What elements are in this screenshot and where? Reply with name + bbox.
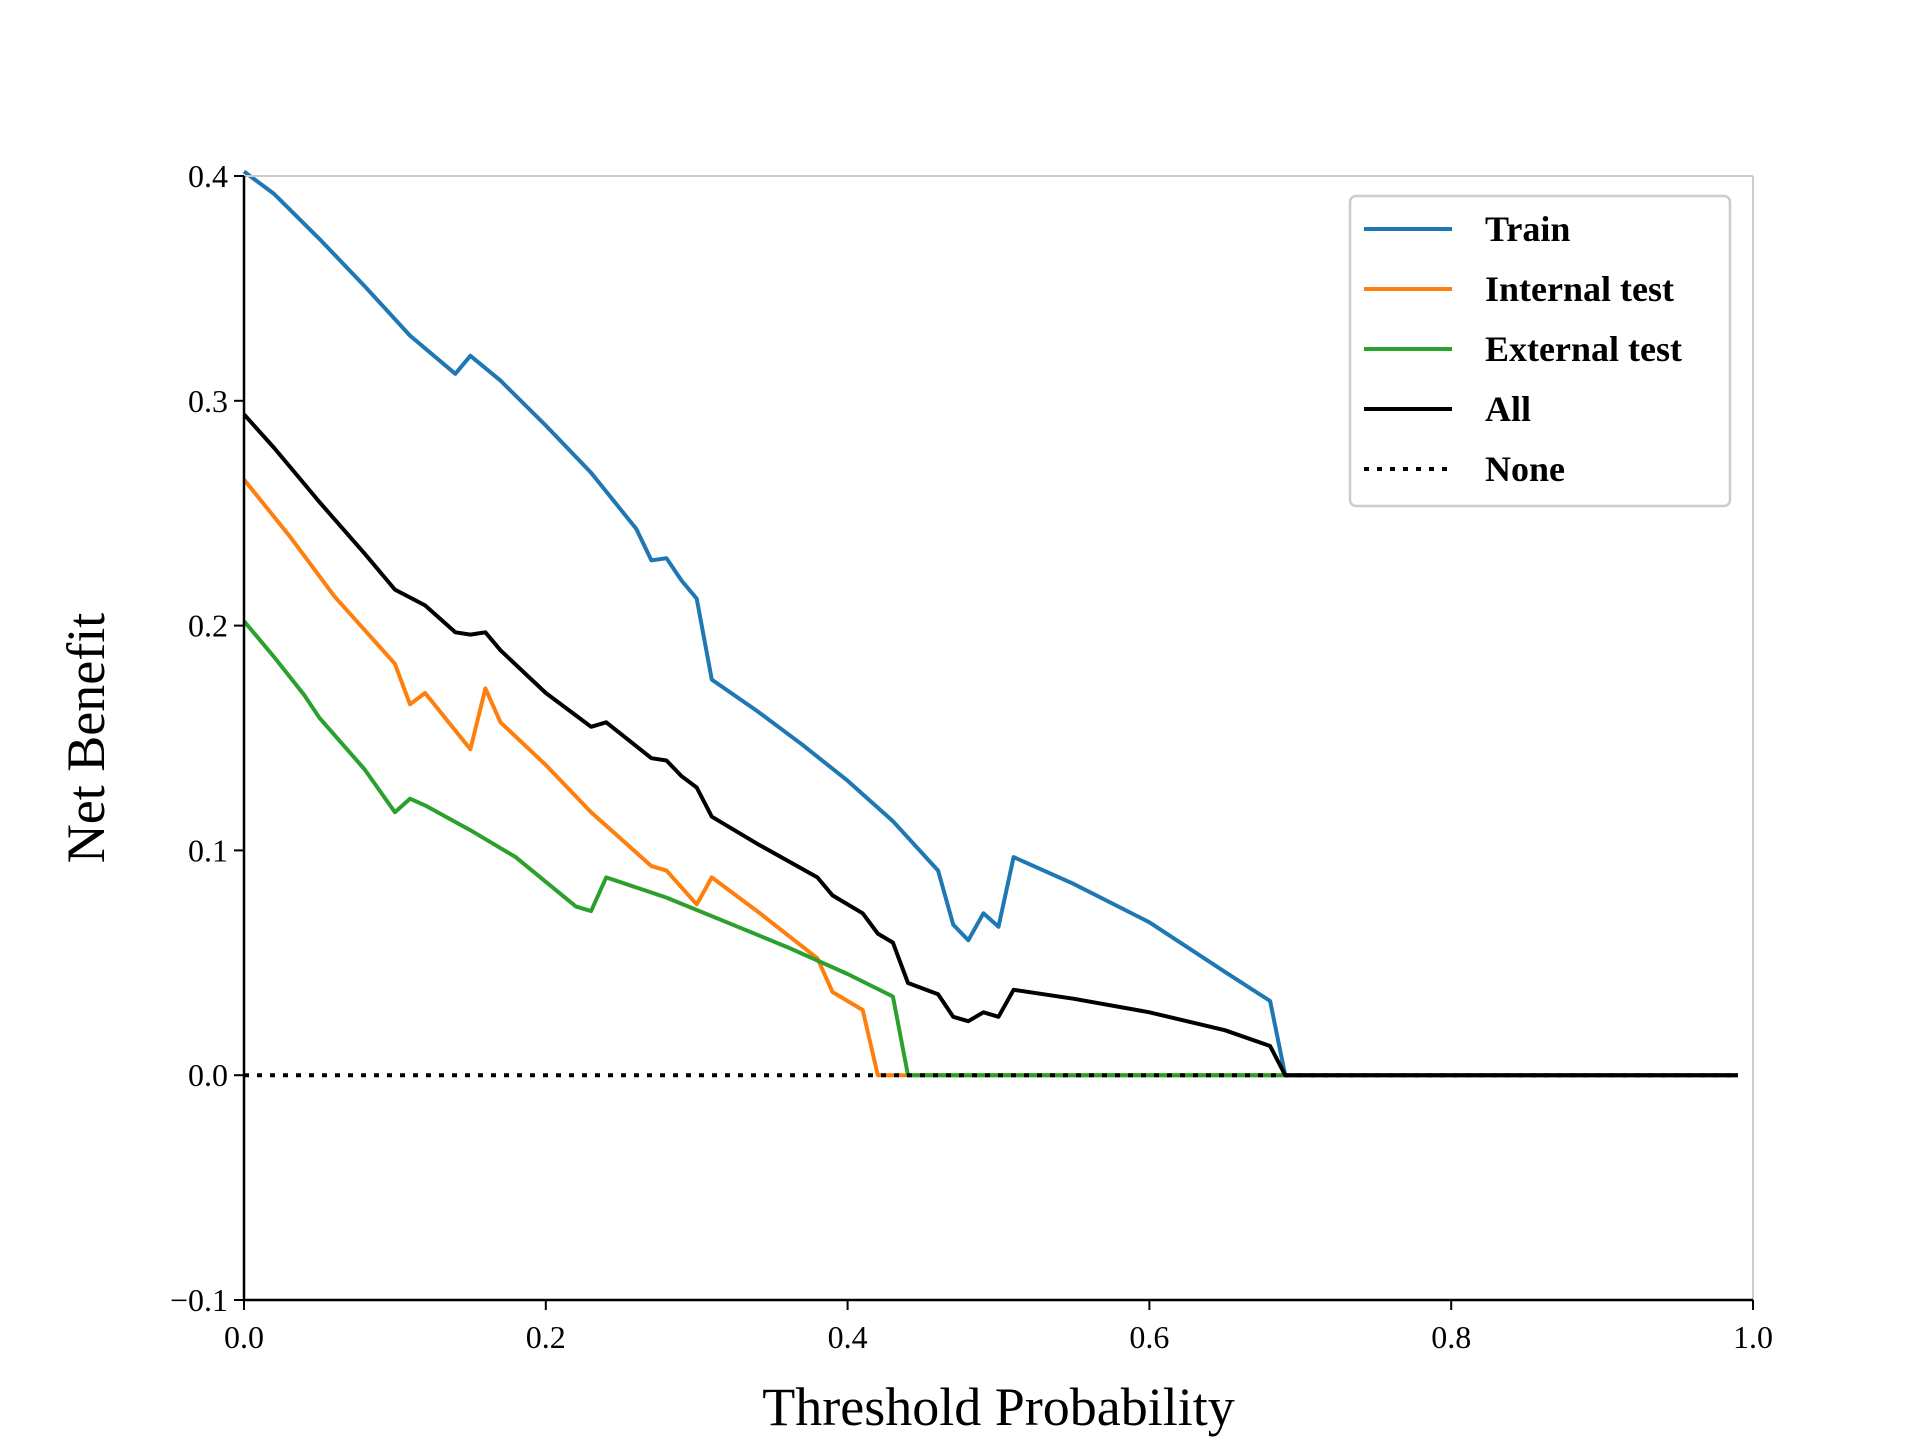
x-tick-label: 0.4	[828, 1319, 868, 1355]
x-tick-label: 0.8	[1431, 1319, 1471, 1355]
series-line-train	[242, 169, 1738, 1078]
y-axis-title: Net Benefit	[56, 613, 116, 863]
series-line-internal-test	[242, 478, 1738, 1078]
y-tick-label: 0.4	[188, 158, 228, 194]
legend: Train Internal test External test All None	[1348, 194, 1732, 508]
series-line-external-test	[242, 619, 1738, 1078]
y-tick-label: 0.0	[188, 1057, 228, 1093]
x-tick-label: 0.6	[1129, 1319, 1169, 1355]
x-axis-title: Threshold Probability	[762, 1377, 1234, 1437]
y-tick-label: −0.1	[170, 1282, 228, 1318]
ticks-layer: 0.0 0.2 0.4 0.6 0.8 1.0−0.10.00.10.20.30.4	[170, 158, 1773, 1355]
series-line-all	[242, 412, 1738, 1078]
legend-label: Train	[1485, 209, 1570, 249]
legend-label: External test	[1485, 329, 1682, 369]
x-tick-label: 0.0	[224, 1319, 264, 1355]
legend-label: Internal test	[1485, 269, 1674, 309]
y-tick-label: 0.1	[188, 832, 228, 868]
y-tick-label: 0.2	[188, 608, 228, 644]
y-tick-label: 0.3	[188, 383, 228, 419]
legend-label: All	[1485, 389, 1531, 429]
series-layer	[242, 169, 1738, 1078]
legend-label: None	[1485, 449, 1565, 489]
x-tick-label: 0.2	[526, 1319, 566, 1355]
x-tick-label: 1.0	[1733, 1319, 1773, 1355]
axes-frame	[242, 175, 1754, 1302]
legend-box	[1348, 194, 1732, 508]
